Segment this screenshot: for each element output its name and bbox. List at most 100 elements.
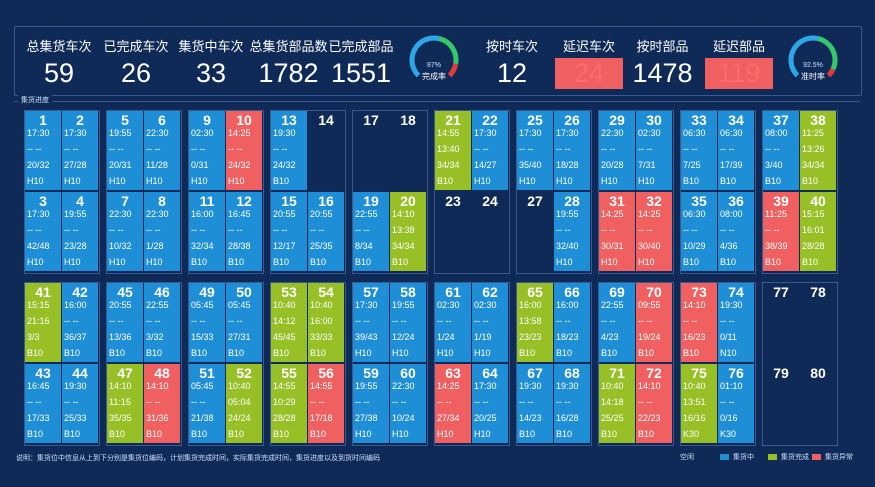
slot-76[interactable]: 76 01:10 -- -- 0/16 K30 (718, 364, 754, 443)
slot-32[interactable]: 32 14:25 -- -- 30/40 H10 (636, 192, 672, 271)
slot-26[interactable]: 26 17:30 -- -- 18/28 H10 (554, 111, 590, 190)
slot-6[interactable]: 6 22:30 -- -- 11/28 H10 (144, 111, 180, 190)
slot-2[interactable]: 2 17:30 -- -- 27/28 H10 (62, 111, 98, 190)
slot-11[interactable]: 11 16:00 -- -- 32/34 B10 (189, 192, 225, 271)
slot-68[interactable]: 68 19:30 -- -- 16/28 B10 (554, 364, 590, 443)
slot-67[interactable]: 67 19:30 -- -- 14/23 B10 (517, 364, 553, 443)
slot-23[interactable]: 23 (435, 192, 471, 271)
slot-61[interactable]: 61 02:30 -- -- 1/24 H10 (435, 283, 471, 362)
slot-58[interactable]: 58 19:55 -- -- 12/24 H10 (390, 283, 426, 362)
slot-29[interactable]: 29 22:30 -- -- 20/28 H10 (599, 111, 635, 190)
slot-13[interactable]: 13 19:30 -- -- 24/32 B10 (271, 111, 307, 190)
slot-39[interactable]: 39 11:25 -- -- 38/39 B10 (763, 192, 799, 271)
slot-52[interactable]: 52 10:40 05:04 24/24 B10 (226, 364, 262, 443)
slot-9[interactable]: 9 02:30 -- -- 0/31 H10 (189, 111, 225, 190)
slot-45[interactable]: 45 20:55 -- -- 13/36 B10 (107, 283, 143, 362)
slot-66[interactable]: 66 16:00 -- -- 18/23 B10 (554, 283, 590, 362)
slot-53[interactable]: 53 10:40 14:12 45/45 B10 (271, 283, 307, 362)
slot-line: B10 (556, 429, 573, 439)
slot-69[interactable]: 69 22:55 -- -- 4/23 B10 (599, 283, 635, 362)
slot-line: B10 (310, 348, 327, 358)
slot-42[interactable]: 42 16:00 -- -- 36/37 B10 (62, 283, 98, 362)
slot-37[interactable]: 37 08:00 -- -- 3/40 B10 (763, 111, 799, 190)
slot-line: B10 (355, 257, 372, 267)
slot-30[interactable]: 30 02:30 -- -- 7/31 H10 (636, 111, 672, 190)
slot-19[interactable]: 19 22:55 -- -- 8/34 B10 (353, 192, 389, 271)
slot-56[interactable]: 56 14:55 -- -- 17/18 B10 (308, 364, 344, 443)
slot-79[interactable]: 79 (763, 364, 799, 443)
slot-7[interactable]: 7 22:30 -- -- 10/32 H10 (107, 192, 143, 271)
slot-33[interactable]: 33 06:30 -- -- 7/25 B10 (681, 111, 717, 190)
slot-21[interactable]: 21 14:55 13:40 34/34 B10 (435, 111, 471, 190)
slot-50[interactable]: 50 05:45 -- -- 27/31 B10 (226, 283, 262, 362)
slot-line: B10 (310, 257, 327, 267)
gauge-0: 87% 完成率 (408, 34, 460, 86)
slot-line: 10:40 (228, 381, 251, 391)
slot-77[interactable]: 77 (763, 283, 799, 362)
slot-5[interactable]: 5 19:55 -- -- 20/31 H10 (107, 111, 143, 190)
slot-47[interactable]: 47 14:10 11:15 35/35 B10 (107, 364, 143, 443)
slot-10[interactable]: 10 14:25 -- -- 24/32 H10 (226, 111, 262, 190)
slot-25[interactable]: 25 17:30 -- -- 35/40 H10 (517, 111, 553, 190)
kpi-value: 1782 (258, 58, 319, 88)
slot-43[interactable]: 43 16:45 -- -- 17/33 B10 (25, 364, 61, 443)
slot-24[interactable]: 24 (472, 192, 508, 271)
slot-22[interactable]: 22 17:30 -- -- 14/27 H10 (472, 111, 508, 190)
slot-line: B10 (601, 429, 618, 439)
slot-31[interactable]: 31 14:25 -- -- 30/31 H10 (599, 192, 635, 271)
slot-28[interactable]: 28 19:55 -- -- 32/40 H10 (554, 192, 590, 271)
slot-line: H10 (355, 429, 372, 439)
slot-64[interactable]: 64 17:30 -- -- 20/25 H10 (472, 364, 508, 443)
slot-16[interactable]: 16 20:55 -- -- 25/35 B10 (308, 192, 344, 271)
slot-27[interactable]: 27 (517, 192, 553, 271)
slot-59[interactable]: 59 19:55 -- -- 27/38 H10 (353, 364, 389, 443)
slot-15[interactable]: 15 20:55 -- -- 12/17 B10 (271, 192, 307, 271)
slot-line: 38/39 (765, 241, 788, 251)
slot-71[interactable]: 71 10:40 14:18 25/25 B10 (599, 364, 635, 443)
slot-17[interactable]: 17 (353, 111, 389, 190)
slot-line: 24/32 (273, 160, 296, 170)
slot-54[interactable]: 54 10:40 16:00 33/33 B10 (308, 283, 344, 362)
slot-38[interactable]: 38 11:25 13:26 34/34 B10 (800, 111, 836, 190)
slot-78[interactable]: 78 (800, 283, 836, 362)
slot-4[interactable]: 4 19:55 -- -- 23/28 H10 (62, 192, 98, 271)
slot-line: 28/28 (273, 413, 296, 423)
slot-line: 10:29 (273, 397, 296, 407)
slot-line: 22:30 (601, 128, 624, 138)
slot-51[interactable]: 51 05:45 -- -- 21/38 B10 (189, 364, 225, 443)
slot-35[interactable]: 35 06:30 -- -- 10/29 B10 (681, 192, 717, 271)
slot-60[interactable]: 60 22:30 -- -- 10/24 H10 (390, 364, 426, 443)
slot-80[interactable]: 80 (800, 364, 836, 443)
slot-20[interactable]: 20 14:10 13:38 34/34 B10 (390, 192, 426, 271)
slot-line: 32/40 (556, 241, 579, 251)
slot-65[interactable]: 65 16:00 13:58 23/23 B10 (517, 283, 553, 362)
slot-8[interactable]: 8 22:30 -- -- 1/28 H10 (144, 192, 180, 271)
slot-34[interactable]: 34 06:30 -- -- 17/39 B10 (718, 111, 754, 190)
slot-74[interactable]: 74 19:30 -- -- 0/11 N10 (718, 283, 754, 362)
slot-1[interactable]: 1 17:30 -- -- 20/32 H10 (25, 111, 61, 190)
slot-73[interactable]: 73 14:10 -- -- 16/23 B10 (681, 283, 717, 362)
slot-49[interactable]: 49 05:45 -- -- 15/33 B10 (189, 283, 225, 362)
slot-14[interactable]: 14 (308, 111, 344, 190)
slot-72[interactable]: 72 14:10 -- -- 22/23 B10 (636, 364, 672, 443)
slot-line: -- -- (109, 225, 124, 235)
slot-41[interactable]: 41 15:15 21:16 3/3 B10 (25, 283, 61, 362)
slot-36[interactable]: 36 08:00 -- -- 4/36 B10 (718, 192, 754, 271)
slot-number: 66 (564, 284, 580, 300)
slot-3[interactable]: 3 17:30 -- -- 42/48 H10 (25, 192, 61, 271)
slot-48[interactable]: 48 14:10 -- -- 31/36 B10 (144, 364, 180, 443)
slot-62[interactable]: 62 02:30 -- -- 1/19 H10 (472, 283, 508, 362)
slot-63[interactable]: 63 14:25 -- -- 27/34 H10 (435, 364, 471, 443)
slot-40[interactable]: 40 15:15 16:01 28/28 B10 (800, 192, 836, 271)
slot-18[interactable]: 18 (390, 111, 426, 190)
slot-44[interactable]: 44 19:30 -- -- 25/33 B10 (62, 364, 98, 443)
slot-line: 14:10 (683, 300, 706, 310)
slot-75[interactable]: 75 10:40 13:51 16/16 K30 (681, 364, 717, 443)
slot-70[interactable]: 70 09:55 -- -- 19/24 B10 (636, 283, 672, 362)
slot-12[interactable]: 12 16:45 -- -- 28/38 B10 (226, 192, 262, 271)
slot-line: 16:00 (519, 300, 542, 310)
slot-number: 9 (203, 112, 211, 128)
slot-46[interactable]: 46 22:55 -- -- 3/32 B10 (144, 283, 180, 362)
slot-55[interactable]: 55 14:55 10:29 28/28 B10 (271, 364, 307, 443)
slot-57[interactable]: 57 17:30 -- -- 39/43 H10 (353, 283, 389, 362)
